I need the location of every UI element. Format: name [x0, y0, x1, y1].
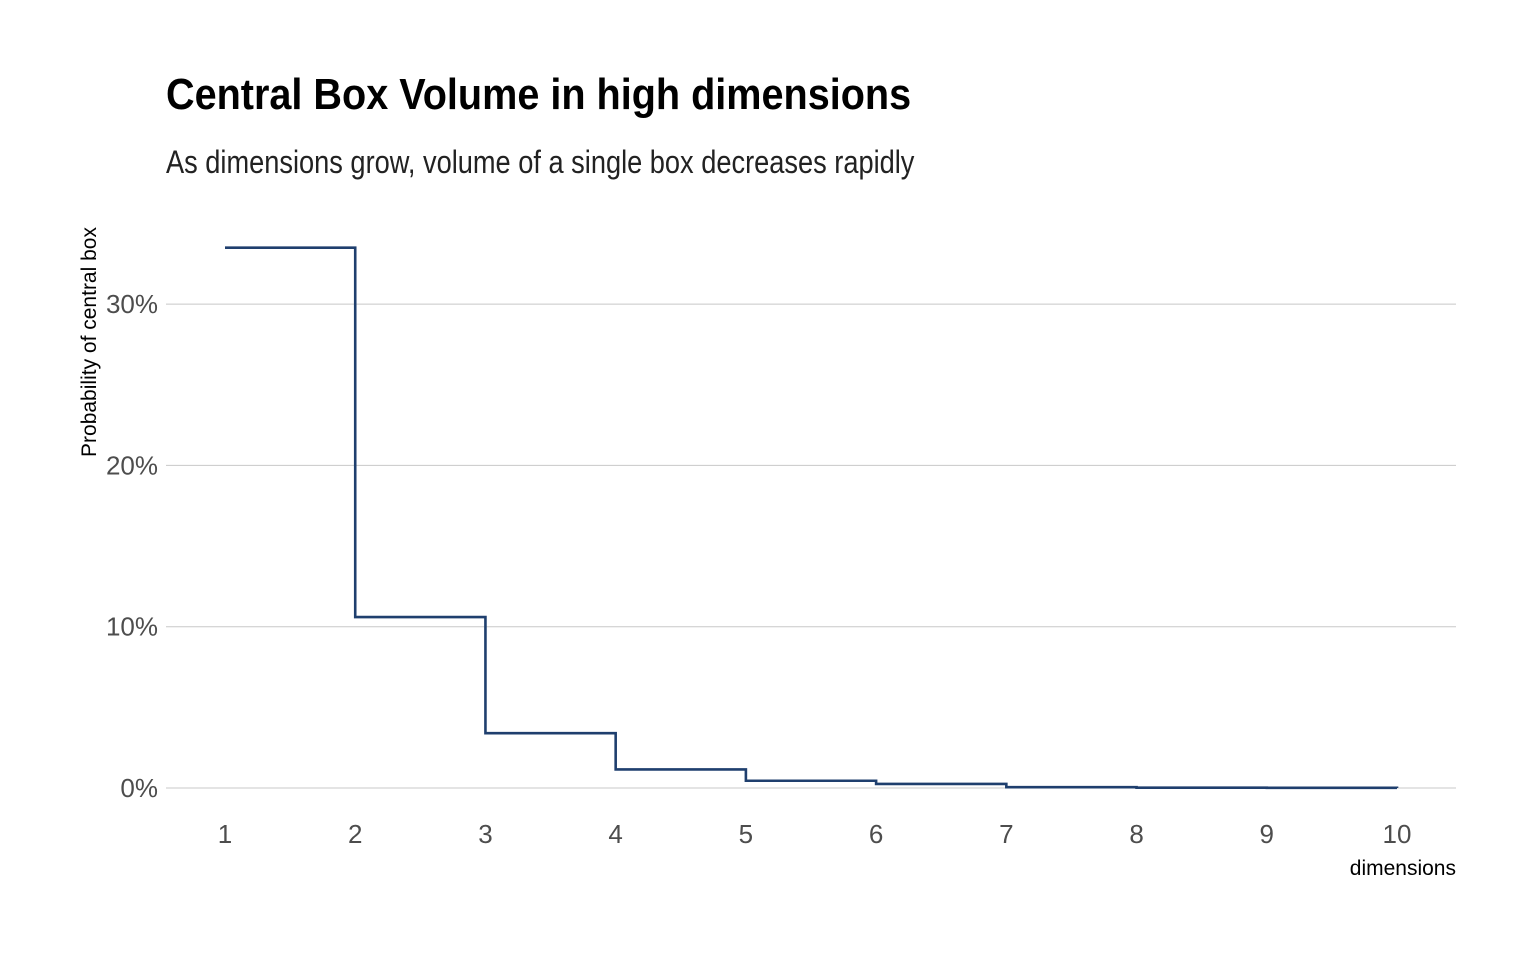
x-tick-label: 4: [608, 819, 622, 849]
y-axis-title: Probability of central box: [78, 227, 101, 457]
y-axis-ticks: 0% 10% 20% 30%: [106, 289, 158, 803]
step-line-path: [225, 246, 1399, 790]
x-axis-ticks: 1 2 3 4 5 6 7 8 9 10: [218, 819, 1412, 849]
y-tick-label: 30%: [106, 289, 158, 319]
gridlines: [166, 303, 1456, 789]
x-tick-label: 1: [218, 819, 232, 849]
chart-title: Central Box Volume in high dimensions: [166, 70, 912, 119]
x-tick-label: 10: [1383, 819, 1412, 849]
y-tick-label: 10%: [106, 612, 158, 642]
x-tick-label: 3: [478, 819, 492, 849]
x-tick-label: 2: [348, 819, 362, 849]
x-tick-label: 7: [999, 819, 1013, 849]
series-line: [225, 246, 1399, 790]
x-tick-label: 8: [1129, 819, 1143, 849]
x-tick-label: 5: [739, 819, 753, 849]
x-axis-title: dimensions: [1350, 857, 1456, 880]
y-tick-label: 20%: [106, 450, 158, 480]
x-tick-label: 6: [869, 819, 883, 849]
chart-subtitle: As dimensions grow, volume of a single b…: [166, 144, 915, 180]
y-tick-label: 0%: [120, 773, 158, 803]
x-tick-label: 9: [1260, 819, 1274, 849]
